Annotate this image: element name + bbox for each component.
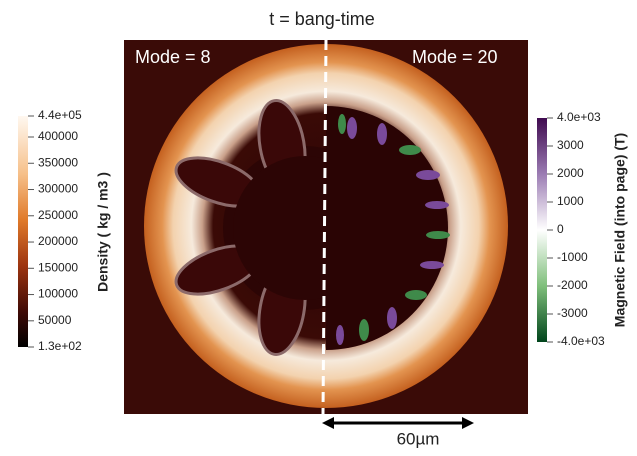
tick-label: 200000 <box>38 234 78 248</box>
density-colorbar <box>18 116 28 347</box>
tick-label: 4.4e+05 <box>38 108 82 122</box>
tick-label: 350000 <box>38 155 78 169</box>
simulation-image: Mode = 8 Mode = 20 <box>124 39 528 415</box>
tick-label: 300000 <box>38 182 78 196</box>
scale-bar-label: 60µm <box>397 429 440 448</box>
tick-label: 150000 <box>38 260 78 274</box>
tick-label: 50000 <box>38 313 72 327</box>
title: t = bang-time <box>269 9 375 29</box>
tick-label: -1000 <box>557 250 588 264</box>
panel-label: Mode = 8 <box>135 47 211 67</box>
tick-label: 4.0e+03 <box>557 110 601 124</box>
colorbar-label: Magnetic Field (into page) (T) <box>612 133 628 327</box>
scale-bar: 60µm <box>322 417 474 448</box>
tick-label: 400000 <box>38 129 78 143</box>
tick-label: 0 <box>557 222 564 236</box>
colorbar-label: Density ( kg / m3 ) <box>95 172 111 292</box>
tick-label: -2000 <box>557 278 588 292</box>
tick-label: 100000 <box>38 287 78 301</box>
field-colorbar <box>537 118 547 342</box>
panel-label: Mode = 20 <box>412 47 498 67</box>
tick-label: 250000 <box>38 208 78 222</box>
tick-label: -4.0e+03 <box>557 334 605 348</box>
tick-label: 1.3e+02 <box>38 339 82 353</box>
tick-label: 2000 <box>557 166 584 180</box>
tick-label: 3000 <box>557 138 584 152</box>
filament-spots <box>336 114 450 345</box>
tick-label: -3000 <box>557 306 588 320</box>
tick-label: 1000 <box>557 194 584 208</box>
